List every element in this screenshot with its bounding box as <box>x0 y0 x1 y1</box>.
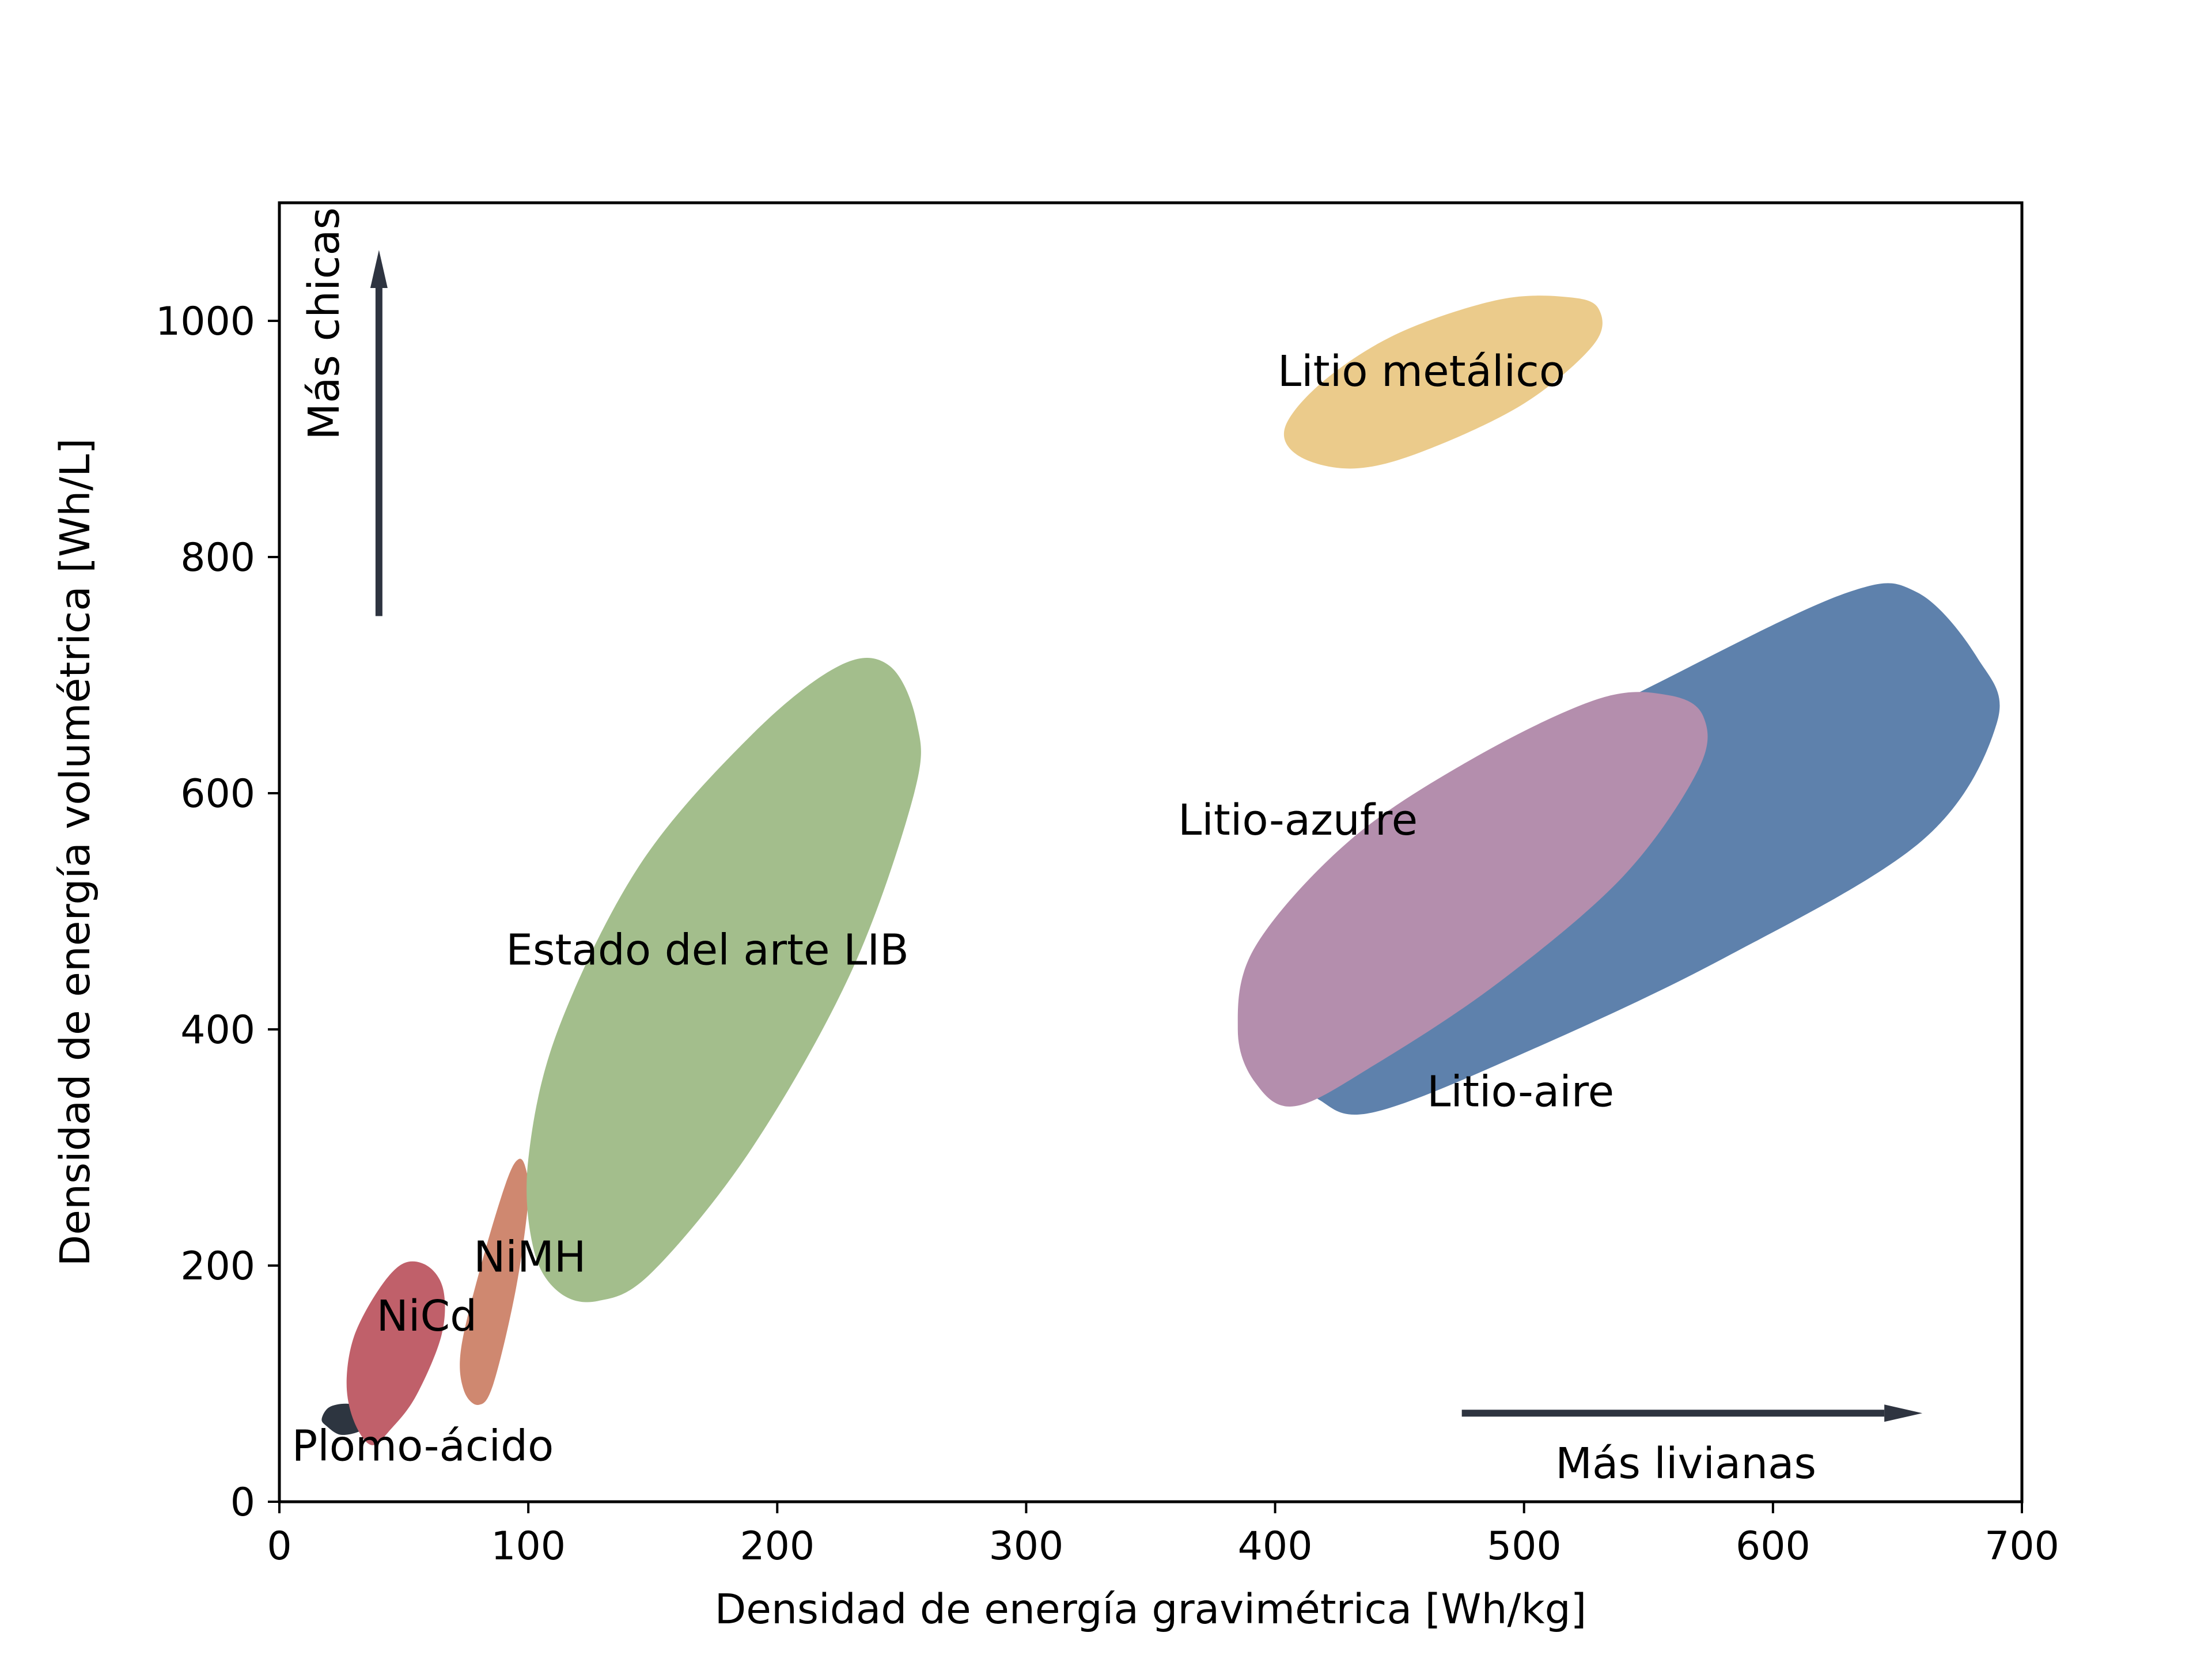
x-axis: 0 100 200 300 400 500 600 700 <box>267 1502 2059 1569</box>
region-nimh <box>460 1158 529 1406</box>
y-tick-label: 1000 <box>156 299 255 344</box>
region-litio-metalico <box>1283 296 1603 469</box>
region-labels: Plomo-ácido NiCd NiMH Estado del arte LIB Li… <box>292 347 1615 1471</box>
annotation-mas-livianas: Más livianas <box>1555 1439 1816 1488</box>
y-tick-label: 400 <box>180 1007 255 1053</box>
x-tick-label: 500 <box>1487 1524 1562 1569</box>
arrow-mas-livianas-head <box>1884 1404 1923 1422</box>
x-tick-label: 0 <box>267 1524 291 1569</box>
x-tick-label: 400 <box>1238 1524 1313 1569</box>
region-litio-azufre <box>1237 692 1708 1107</box>
annotation-mas-chicas: Más chicas <box>300 207 349 440</box>
y-axis: 0 200 400 600 800 1000 <box>156 299 279 1525</box>
label-nimh: NiMH <box>474 1232 586 1282</box>
y-tick-label: 200 <box>180 1244 255 1289</box>
x-tick-label: 200 <box>740 1524 815 1569</box>
y-tick-label: 600 <box>180 771 255 817</box>
x-tick-label: 100 <box>491 1524 566 1569</box>
x-tick-label: 700 <box>1984 1524 2059 1569</box>
annotations: Más chicas Más livianas <box>300 207 1923 1488</box>
plot-area-frame <box>278 201 2024 1503</box>
label-litio-metalico: Litio metálico <box>1278 347 1565 396</box>
arrow-mas-chicas-head <box>370 250 388 288</box>
x-tick-label: 600 <box>1736 1524 1810 1569</box>
label-nicd: NiCd <box>377 1291 478 1341</box>
y-axis-label: Densidad de energía volumétrica [Wh/L] <box>51 438 99 1267</box>
label-litio-aire: Litio-aire <box>1427 1067 1614 1116</box>
x-axis-label: Densidad de energía gravimétrica [Wh/kg] <box>715 1585 1587 1633</box>
region-estado-del-arte-lib <box>527 657 921 1302</box>
x-tick-label: 300 <box>989 1524 1064 1569</box>
y-tick-label: 0 <box>230 1480 255 1525</box>
data-regions <box>321 296 2000 1445</box>
label-plomo-acido: Plomo-ácido <box>292 1421 554 1471</box>
label-litio-azufre: Litio-azufre <box>1178 796 1418 845</box>
region-nicd <box>346 1261 445 1445</box>
y-tick-label: 800 <box>180 535 255 581</box>
label-estado-del-arte-lib: Estado del arte LIB <box>506 925 909 975</box>
